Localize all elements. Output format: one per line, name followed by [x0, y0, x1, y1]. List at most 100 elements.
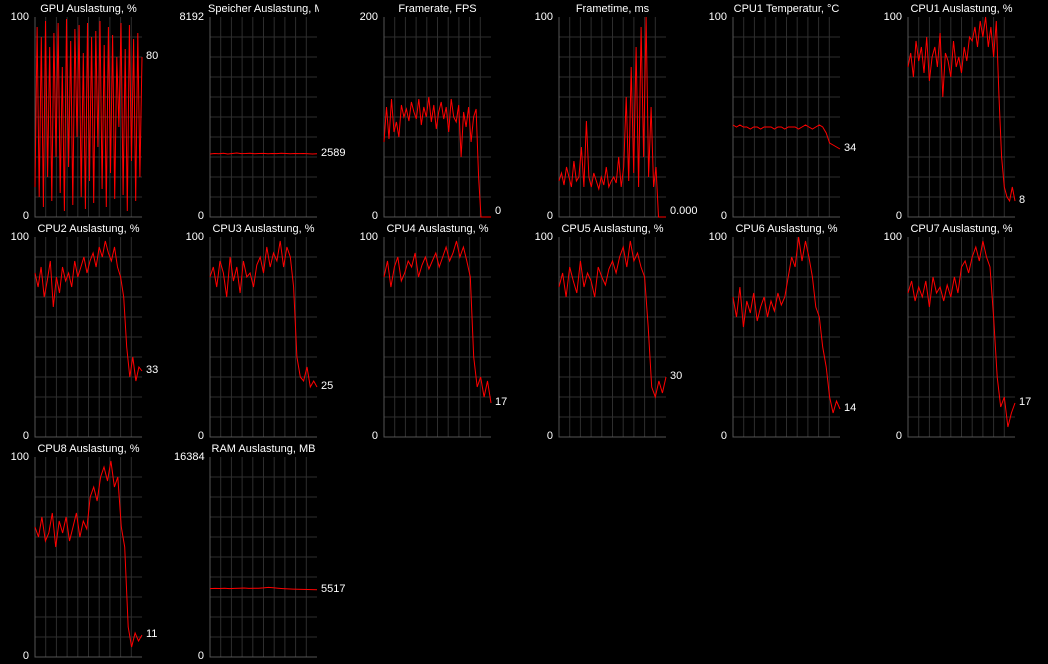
current-value-label: 33 — [146, 364, 159, 376]
graph-panel: CPU3 Auslastung, % 100 0 25 — [175, 220, 349, 442]
graph-plot — [732, 236, 841, 438]
current-value-label: 8 — [1019, 194, 1026, 206]
current-value-label: 11 — [146, 628, 158, 640]
grid — [559, 17, 666, 217]
axis-frame — [209, 457, 317, 658]
series-line — [732, 124, 841, 150]
series-line — [383, 240, 492, 404]
grid — [908, 17, 1015, 217]
graph-title: Framerate, FPS — [398, 3, 477, 15]
current-value-label: 17 — [1019, 396, 1032, 408]
graph-plot — [34, 237, 143, 438]
y-min-label: 0 — [197, 430, 204, 442]
grid — [210, 237, 317, 437]
graph-title: Frametime, ms — [575, 3, 650, 15]
axis-frame — [907, 237, 1015, 438]
graph-plot — [209, 457, 318, 658]
graph-plot — [907, 237, 1016, 438]
graph-panel: Framerate, FPS 200 0 0 — [349, 0, 523, 222]
y-max-label: 8192 — [179, 11, 204, 23]
series-line — [209, 152, 318, 155]
y-min-label: 0 — [22, 210, 29, 222]
graph-panel: CPU7 Auslastung, % 100 0 17 — [873, 220, 1047, 442]
graph-panel: CPU8 Auslastung, % 100 0 11 — [0, 440, 174, 662]
axis-frame — [383, 17, 491, 218]
graph-panel: CPU2 Auslastung, % 100 0 33 — [0, 220, 174, 442]
y-max-label: 100 — [10, 231, 29, 243]
series-line — [907, 240, 1016, 428]
current-value-label: 0.000 — [670, 205, 698, 217]
y-min-label: 0 — [197, 650, 204, 662]
current-value-label: 0 — [495, 205, 502, 217]
series-line — [732, 236, 841, 414]
y-max-label: 100 — [708, 11, 727, 23]
y-max-label: 100 — [359, 231, 378, 243]
graph-panel: CPU5 Auslastung, % 100 0 30 — [524, 220, 698, 442]
grid — [384, 237, 491, 437]
graph-title: CPU5 Auslastung, % — [561, 223, 664, 235]
y-max-label: 100 — [883, 11, 902, 23]
graph-panel: GPU Auslastung, % 100 0 80 — [0, 0, 174, 222]
axis-frame — [34, 457, 142, 658]
axis-frame — [209, 237, 317, 438]
y-min-label: 0 — [22, 430, 29, 442]
series-line — [34, 460, 143, 648]
series-line — [34, 18, 143, 212]
grid — [35, 457, 142, 657]
graph-plot — [383, 17, 491, 218]
graph-title: CPU4 Auslastung, % — [386, 223, 489, 235]
y-max-label: 100 — [10, 11, 29, 23]
graph-title: CPU2 Auslastung, % — [37, 223, 140, 235]
graph-panel: CPU6 Auslastung, % 100 0 14 — [698, 220, 872, 442]
axis-frame — [558, 237, 666, 438]
y-max-label: 100 — [10, 451, 29, 463]
series-line — [34, 240, 143, 382]
grid — [210, 457, 317, 657]
graph-plot — [907, 16, 1016, 218]
graph-title: CPU6 Auslastung, % — [735, 223, 838, 235]
graph-panel: CPU4 Auslastung, % 100 0 17 — [349, 220, 523, 442]
grid — [559, 237, 666, 437]
graph-panel: RAM Auslastung, MB 16384 0 5517 — [174, 440, 349, 662]
axis-frame — [732, 237, 840, 438]
y-max-label: 100 — [708, 231, 727, 243]
series-line — [558, 16, 666, 218]
graph-panel: Frametime, ms 100 0 0.000 — [524, 0, 698, 222]
grid — [35, 237, 142, 437]
graph-plot — [383, 237, 492, 438]
y-max-label: 200 — [359, 11, 378, 23]
current-value-label: 2589 — [321, 146, 346, 159]
current-value-label: 17 — [495, 396, 508, 408]
graph-title: RAM Auslastung, MB — [211, 443, 316, 455]
current-value-label: 25 — [321, 380, 334, 392]
y-min-label: 0 — [546, 430, 553, 442]
graph-plot — [34, 457, 143, 658]
graph-title: GPU Auslastung, % — [40, 3, 137, 15]
graph-title: CPU1 Temperatur, °C — [733, 3, 840, 15]
current-value-label: 30 — [670, 370, 683, 382]
axis-frame — [34, 17, 142, 218]
grid — [733, 17, 840, 217]
series-line — [383, 96, 491, 218]
y-min-label: 0 — [720, 210, 727, 222]
current-value-label: 14 — [844, 402, 857, 414]
current-value-label: 5517 — [321, 582, 346, 595]
graph-plot — [209, 237, 318, 438]
graph-title: Speicher Auslastung, MB — [208, 3, 319, 15]
graph-plot — [34, 17, 143, 218]
y-min-label: 0 — [371, 210, 378, 222]
y-min-label: 0 — [895, 210, 902, 222]
axis-frame — [732, 17, 840, 218]
axis-frame — [558, 17, 666, 218]
graph-title: CPU1 Auslastung, % — [910, 3, 1013, 15]
graph-title: CPU7 Auslastung, % — [910, 223, 1013, 235]
grid — [210, 17, 317, 217]
y-max-label: 100 — [883, 231, 902, 243]
axis-frame — [383, 237, 491, 438]
y-max-label: 100 — [185, 231, 204, 243]
current-value-label: 34 — [844, 142, 857, 154]
y-min-label: 0 — [895, 430, 902, 442]
graph-plot — [732, 17, 841, 218]
grid — [733, 237, 840, 437]
